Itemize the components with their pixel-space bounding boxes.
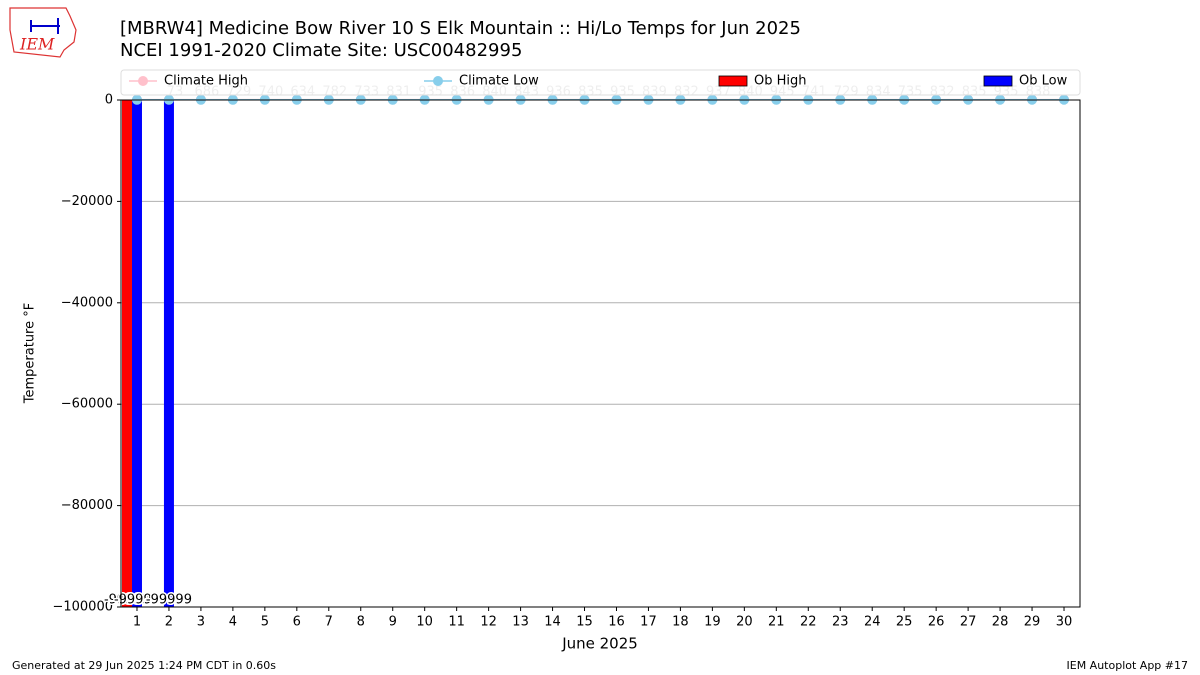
y-tick-label: −100000 bbox=[52, 600, 113, 615]
value-label: -99999 bbox=[104, 593, 150, 608]
legend bbox=[120, 69, 1081, 96]
y-axis-title: Temperature °F bbox=[23, 303, 38, 404]
y-tick-label: 0 bbox=[105, 93, 113, 108]
x-tick-label: 14 bbox=[544, 615, 561, 630]
x-tick-label: 30 bbox=[1056, 615, 1073, 630]
logo-text: IEM bbox=[19, 35, 55, 54]
x-axis-title: June 2025 bbox=[561, 635, 638, 653]
x-tick-label: 29 bbox=[1024, 615, 1041, 630]
y-tick-label: −40000 bbox=[61, 295, 113, 310]
x-tick-label: 24 bbox=[864, 615, 881, 630]
footer-left: Generated at 29 Jun 2025 1:24 PM CDT in … bbox=[12, 659, 276, 672]
legend-swatch bbox=[433, 76, 443, 86]
y-tick-label: −60000 bbox=[61, 397, 113, 412]
x-tick-label: 8 bbox=[357, 615, 365, 630]
x-tick-label: 25 bbox=[896, 615, 913, 630]
x-tick-label: 3 bbox=[197, 615, 205, 630]
x-tick-label: 5 bbox=[261, 615, 269, 630]
x-tick-label: 13 bbox=[512, 615, 529, 630]
x-tick-label: 21 bbox=[768, 615, 785, 630]
logo: IEM bbox=[9, 7, 77, 58]
x-tick-label: 27 bbox=[960, 615, 977, 630]
x-tick-label: 6 bbox=[293, 615, 301, 630]
x-tick-label: 11 bbox=[448, 615, 465, 630]
legend-swatch bbox=[983, 75, 1013, 87]
chart-subtitle: NCEI 1991-2020 Climate Site: USC00482995 bbox=[120, 40, 522, 61]
x-tick-label: 2 bbox=[165, 615, 173, 630]
legend-label: Ob High bbox=[754, 74, 807, 89]
x-tick-label: 28 bbox=[992, 615, 1009, 630]
bar bbox=[121, 100, 132, 607]
y-tick-label: −20000 bbox=[61, 194, 113, 209]
legend-label: Ob Low bbox=[1019, 74, 1068, 89]
x-tick-label: 15 bbox=[576, 615, 593, 630]
value-label: -99999 bbox=[114, 593, 160, 608]
chart-title: [MBRW4] Medicine Bow River 10 S Elk Moun… bbox=[120, 18, 801, 39]
x-tick-label: 10 bbox=[416, 615, 433, 630]
x-tick-label: 12 bbox=[480, 615, 497, 630]
value-label: -99999 bbox=[146, 593, 192, 608]
x-tick-label: 16 bbox=[608, 615, 625, 630]
x-tick-label: 17 bbox=[640, 615, 657, 630]
bar bbox=[163, 100, 174, 607]
x-tick-label: 1 bbox=[133, 615, 141, 630]
y-tick-label: −80000 bbox=[61, 498, 113, 513]
x-tick-label: 4 bbox=[229, 615, 237, 630]
plot-frame bbox=[120, 99, 1081, 608]
x-tick-label: 20 bbox=[736, 615, 753, 630]
x-tick-label: 9 bbox=[389, 615, 397, 630]
x-tick-label: 23 bbox=[832, 615, 849, 630]
x-tick-label: 19 bbox=[704, 615, 721, 630]
x-tick-label: 26 bbox=[928, 615, 945, 630]
bar bbox=[131, 100, 142, 607]
footer-right: IEM Autoplot App #17 bbox=[1067, 659, 1189, 672]
legend-label: Climate Low bbox=[459, 74, 539, 89]
legend-swatch bbox=[138, 76, 148, 86]
x-tick-label: 22 bbox=[800, 615, 817, 630]
x-tick-label: 7 bbox=[325, 615, 333, 630]
legend-swatch bbox=[718, 75, 748, 87]
x-tick-label: 18 bbox=[672, 615, 689, 630]
legend-label: Climate High bbox=[164, 74, 248, 89]
